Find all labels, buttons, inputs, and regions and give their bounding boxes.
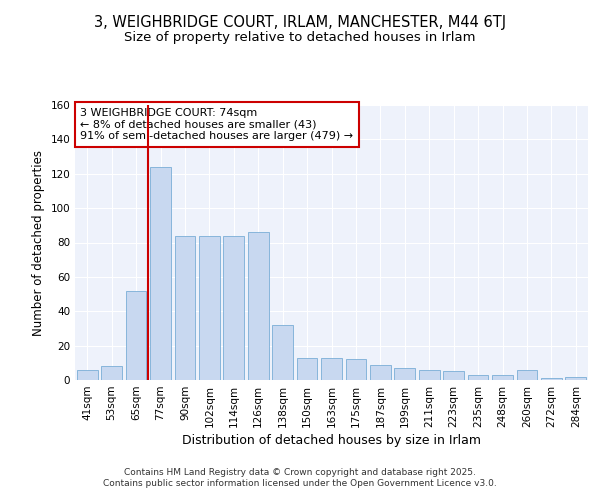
X-axis label: Distribution of detached houses by size in Irlam: Distribution of detached houses by size … <box>182 434 481 447</box>
Bar <box>272 325 293 380</box>
Text: Size of property relative to detached houses in Irlam: Size of property relative to detached ho… <box>124 31 476 44</box>
Bar <box>296 358 317 380</box>
Text: 3 WEIGHBRIDGE COURT: 74sqm
← 8% of detached houses are smaller (43)
91% of semi-: 3 WEIGHBRIDGE COURT: 74sqm ← 8% of detac… <box>80 108 353 141</box>
Bar <box>419 370 440 380</box>
Bar <box>467 375 488 380</box>
Bar <box>248 232 269 380</box>
Bar <box>223 236 244 380</box>
Bar <box>443 372 464 380</box>
Bar <box>150 167 171 380</box>
Text: 3, WEIGHBRIDGE COURT, IRLAM, MANCHESTER, M44 6TJ: 3, WEIGHBRIDGE COURT, IRLAM, MANCHESTER,… <box>94 15 506 30</box>
Bar <box>199 236 220 380</box>
Bar <box>321 358 342 380</box>
Text: Contains HM Land Registry data © Crown copyright and database right 2025.
Contai: Contains HM Land Registry data © Crown c… <box>103 468 497 487</box>
Bar <box>346 360 367 380</box>
Bar <box>492 375 513 380</box>
Bar <box>541 378 562 380</box>
Bar <box>517 370 538 380</box>
Bar <box>370 364 391 380</box>
Bar <box>175 236 196 380</box>
Bar <box>565 376 586 380</box>
Bar <box>101 366 122 380</box>
Bar <box>394 368 415 380</box>
Y-axis label: Number of detached properties: Number of detached properties <box>32 150 45 336</box>
Bar <box>125 290 146 380</box>
Bar <box>77 370 98 380</box>
